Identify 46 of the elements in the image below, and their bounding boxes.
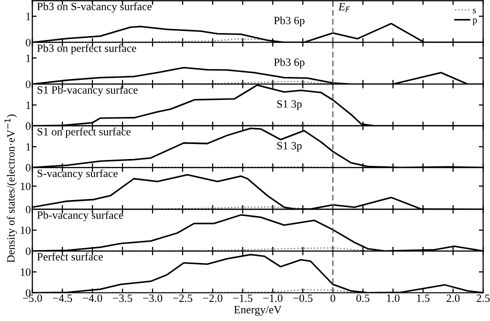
x-tick-label: 0 bbox=[330, 294, 336, 302]
y-tick-label: 0 bbox=[26, 38, 31, 46]
y-axis-title: Density of states/(electron·eV$^{−1}$) bbox=[4, 114, 17, 263]
chart-title: S-vacancy surface bbox=[38, 169, 118, 180]
ref-line-label: E$_{F}$ bbox=[338, 3, 350, 12]
x-tick-label: −0.5 bbox=[293, 294, 312, 302]
chart-title: S1 on perfect surface bbox=[38, 128, 131, 138]
y-tick-label: 10 bbox=[20, 226, 31, 234]
chart-title: Pb3 on S-vacancy surface bbox=[37, 2, 152, 13]
x-tick-label: 2.5 bbox=[476, 294, 490, 302]
annotation: Pb3 6p bbox=[274, 58, 304, 68]
annotation: Pb3 6p bbox=[274, 16, 304, 27]
x-tick-label: 1.0 bbox=[387, 294, 400, 302]
x-tick-label: −2.0 bbox=[203, 294, 222, 302]
chart-title: Pb3 on perfect surface bbox=[37, 44, 136, 54]
y-tick-label: 10 bbox=[20, 182, 31, 190]
y-tick-label: 0 bbox=[26, 247, 31, 255]
annotation: S1 3p bbox=[277, 100, 302, 110]
chart-title: S1 Pb-vacancy surface bbox=[38, 86, 138, 96]
y-tick-label: 1 bbox=[26, 143, 30, 151]
x-tick-label: −4.0 bbox=[82, 294, 102, 302]
y-tick-label: 0 bbox=[26, 122, 31, 130]
annotation: S1 3p bbox=[277, 142, 302, 152]
legend-label: p bbox=[472, 18, 477, 26]
x-tick-label: 2.0 bbox=[446, 294, 460, 302]
y-tick-label: 0 bbox=[26, 289, 31, 297]
y-tick-label: 1 bbox=[26, 54, 30, 62]
x-axis-title: Energy/eV bbox=[234, 306, 282, 316]
y-tick-label: 0 bbox=[26, 80, 31, 88]
chart-title: Perfect surface bbox=[37, 252, 103, 261]
x-tick-label: 0.5 bbox=[356, 294, 370, 302]
y-tick-label: 1 bbox=[26, 12, 30, 20]
x-tick-label: −2.5 bbox=[173, 294, 192, 302]
x-tick-label: −1.0 bbox=[263, 294, 282, 302]
x-tick-label: −3.0 bbox=[143, 294, 162, 302]
x-tick-label: −3.5 bbox=[112, 294, 132, 302]
x-tick-label: −4.5 bbox=[52, 294, 72, 302]
legend-label: s bbox=[472, 8, 476, 14]
y-tick-label: 1 bbox=[26, 101, 30, 109]
y-tick-label: 10 bbox=[20, 268, 31, 276]
y-tick-label: 0 bbox=[26, 206, 31, 214]
x-tick-label: −1.5 bbox=[233, 294, 252, 302]
y-tick-label: 0 bbox=[26, 164, 31, 172]
x-tick-label: 1.5 bbox=[417, 294, 430, 302]
x-tick-label: −5.0 bbox=[22, 294, 42, 302]
chart-title: Pb-vacancy surface bbox=[37, 210, 124, 222]
